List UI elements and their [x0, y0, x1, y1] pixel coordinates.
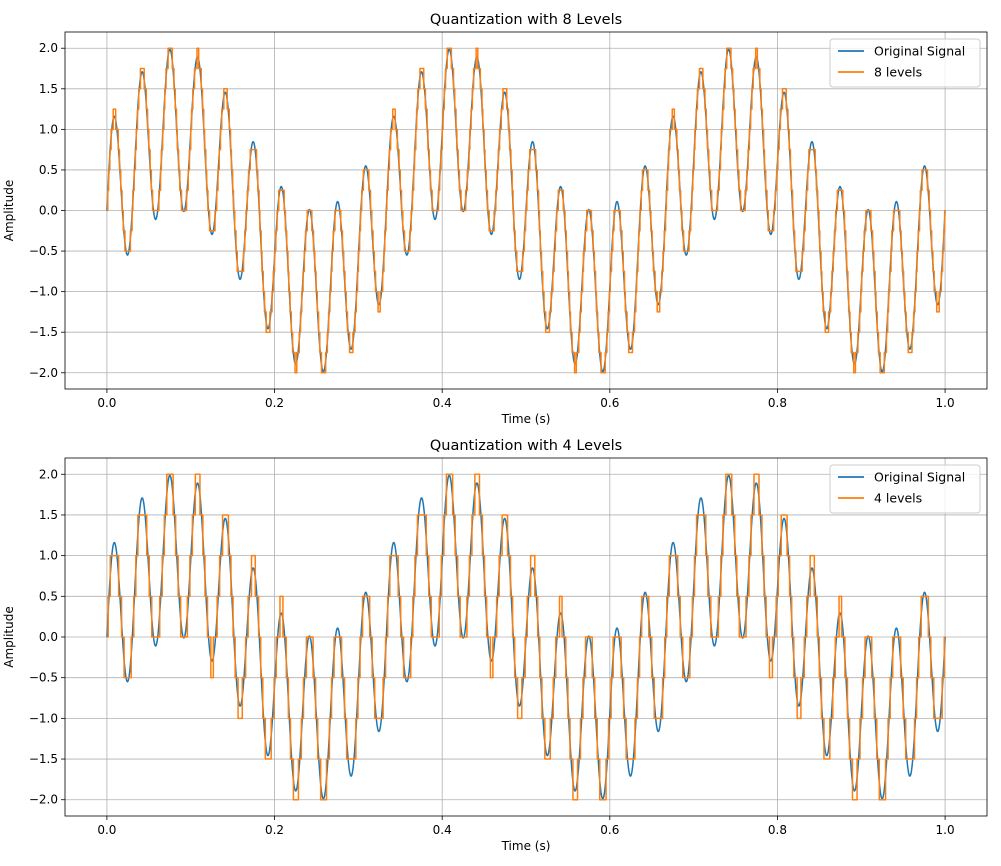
legend: Original Signal 8 levels: [829, 38, 981, 88]
y-tick-label: 0.5: [39, 163, 58, 177]
x-tick-label: 1.0: [936, 396, 955, 410]
quantized-signal-line: [106, 47, 946, 374]
x-tick-label: 0.4: [433, 823, 452, 837]
y-tick-label: −1.0: [29, 711, 58, 725]
y-tick-label: 1.5: [39, 508, 58, 522]
y-tick-label: −2.0: [29, 366, 58, 380]
x-tick-label: 0.8: [768, 823, 787, 837]
subplot-1: 0.0 0.2 0.4 0.6 0.8 1.0 −2.0 −1.5 −1.0 −0.5 0.0 0.5…: [2, 12, 988, 426]
y-tick-label: 1.0: [39, 122, 58, 136]
x-tick-label: 0.0: [97, 823, 116, 837]
chart-title: Quantization with 8 Levels: [430, 12, 622, 28]
x-tick-label: 0.2: [265, 823, 284, 837]
legend-entry-label: 8 levels: [874, 65, 922, 80]
y-tick-label: −2.0: [29, 793, 58, 807]
x-axis-label: Time (s): [501, 412, 551, 426]
y-tick-label: −0.5: [29, 671, 58, 685]
x-tick-label: 0.4: [433, 396, 452, 410]
x-tick-label: 0.2: [265, 396, 284, 410]
chart-title: Quantization with 4 Levels: [430, 438, 622, 454]
y-tick-label: 2.0: [39, 467, 58, 481]
y-tick-label: 2.0: [39, 41, 58, 55]
legend-box: [829, 464, 981, 514]
y-tick-label: 0.0: [39, 630, 58, 644]
legend: Original Signal 4 levels: [829, 464, 981, 514]
y-axis-label: Amplitude: [2, 180, 16, 242]
x-tick-label: 0.6: [600, 396, 619, 410]
subplot-2: 0.0 0.2 0.4 0.6 0.8 1.0 −2.0 −1.5 −1.0 −0.5 0.0 0.5…: [2, 438, 988, 853]
y-tick-label: 0.5: [39, 589, 58, 603]
legend-entry-label: Original Signal: [874, 470, 965, 485]
x-tick-label: 0.0: [97, 396, 116, 410]
y-axis-label: Amplitude: [2, 606, 16, 668]
y-tick-label: −1.5: [29, 325, 58, 339]
legend-box: [829, 38, 981, 88]
y-tick-label: 0.0: [39, 204, 58, 218]
quantized-signal-line: [106, 473, 946, 801]
y-tick-label: −1.5: [29, 752, 58, 766]
x-tick-label: 0.8: [768, 396, 787, 410]
y-tick-label: −1.0: [29, 285, 58, 299]
legend-entry-label: 4 levels: [874, 491, 922, 506]
y-tick-label: 1.5: [39, 82, 58, 96]
legend-entry-label: Original Signal: [874, 44, 965, 59]
x-axis-label: Time (s): [501, 839, 551, 853]
x-tick-label: 0.6: [600, 823, 619, 837]
x-tick-label: 1.0: [936, 823, 955, 837]
y-tick-label: 1.0: [39, 549, 58, 563]
y-tick-label: −0.5: [29, 244, 58, 258]
